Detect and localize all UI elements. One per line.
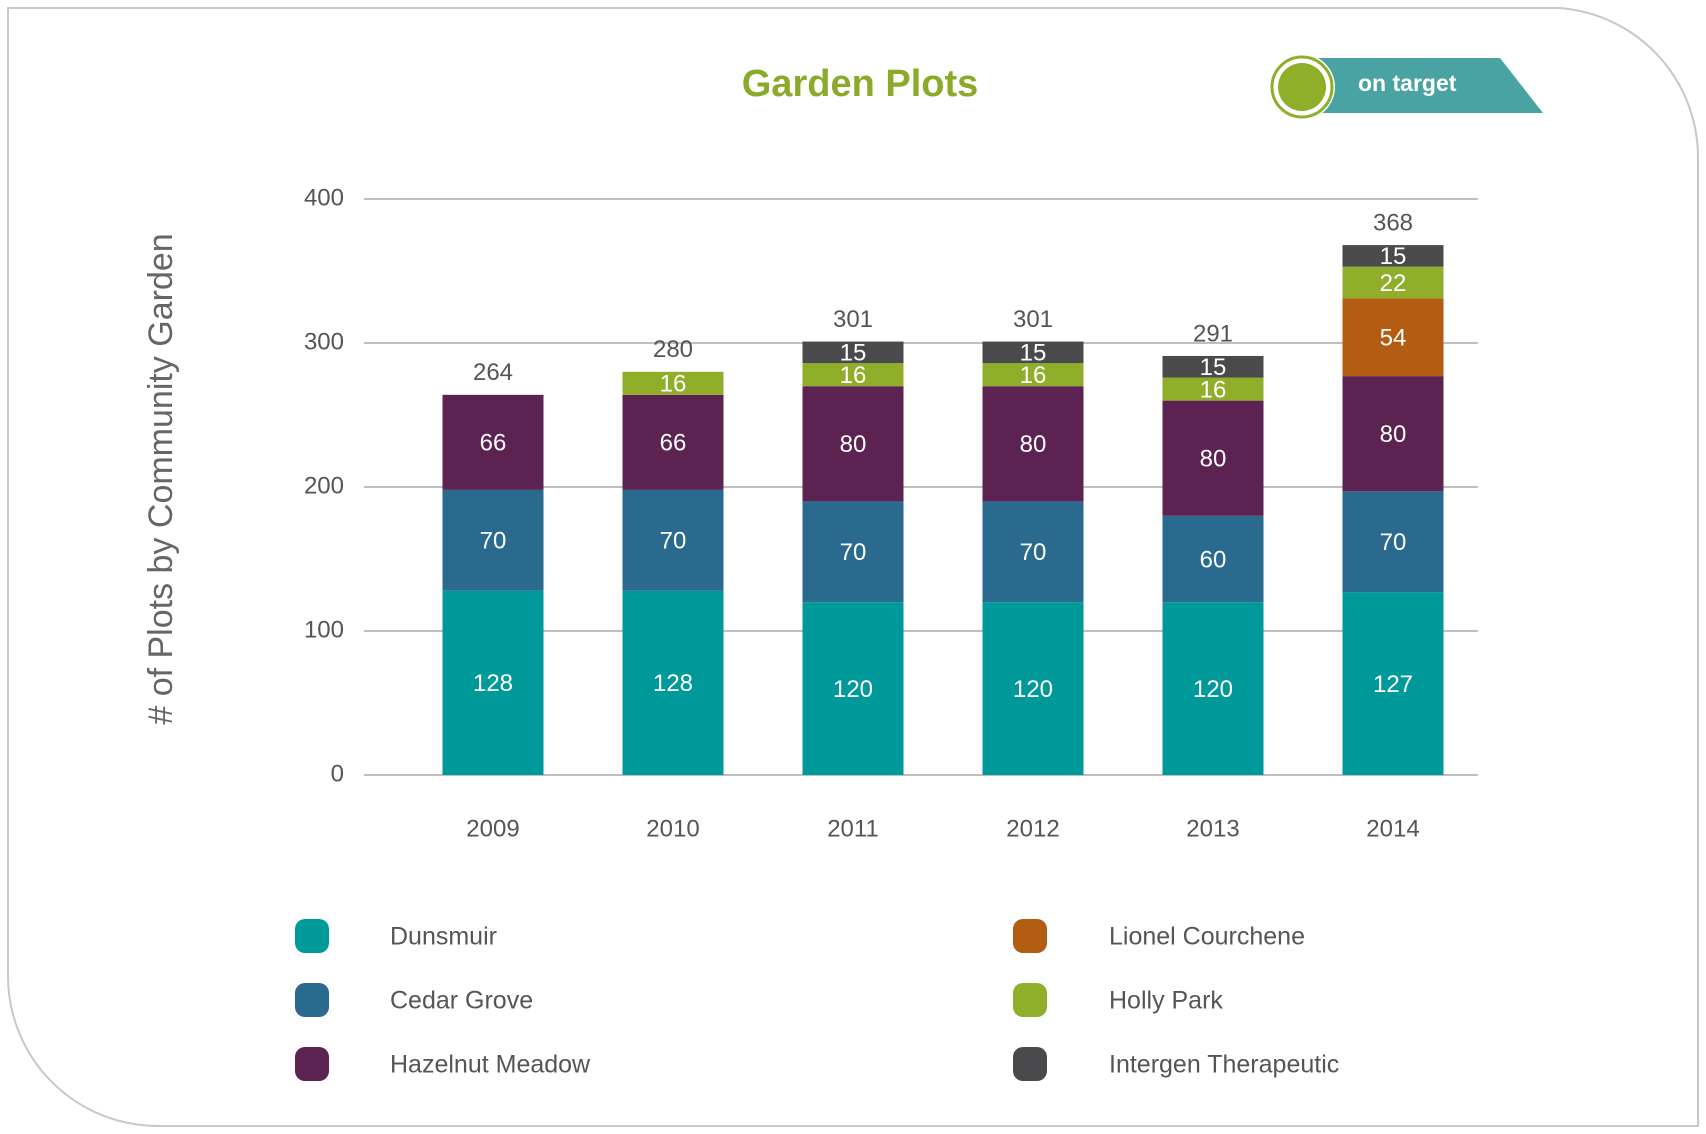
value-label: 16 (1020, 362, 1047, 389)
x-tick-label: 2014 (1366, 815, 1419, 842)
value-label: 70 (1020, 539, 1047, 566)
bar-segment (1162, 377, 1264, 401)
bar-segment (1342, 592, 1444, 775)
value-label: 120 (1013, 676, 1053, 703)
bar-segment (1342, 376, 1444, 492)
value-label: 128 (653, 670, 693, 697)
chart-title: Garden Plots (742, 63, 979, 105)
bar-segment (802, 341, 904, 364)
value-label: 70 (660, 528, 687, 555)
total-label: 280 (653, 336, 693, 363)
y-tick-label: 200 (304, 472, 344, 499)
legend-swatch (1013, 1047, 1047, 1081)
legend-label: Intergen Therapeutic (1109, 1051, 1339, 1079)
badge-label: on target (1358, 70, 1457, 96)
value-label: 16 (1200, 376, 1227, 403)
x-tick-label: 2009 (466, 815, 519, 842)
x-tick-label: 2012 (1006, 815, 1059, 842)
total-label: 301 (833, 306, 873, 333)
badge-ring (1270, 55, 1334, 119)
bar-segment (1162, 515, 1264, 603)
value-label: 15 (840, 340, 867, 367)
bar-segment (802, 363, 904, 387)
legend-swatch (295, 919, 329, 953)
bar-segment (1162, 400, 1264, 516)
legend-label: Cedar Grove (390, 987, 533, 1015)
bar-segment (442, 489, 544, 591)
value-label: 70 (1380, 529, 1407, 556)
y-tick-label: 0 (331, 760, 344, 787)
bar-segment (1162, 355, 1264, 378)
bar-segment (1342, 266, 1444, 299)
legend-label: Dunsmuir (390, 923, 497, 951)
bar-segment (622, 489, 724, 591)
bar-segment (802, 501, 904, 603)
value-label: 15 (1200, 354, 1227, 381)
y-axis-label: # of Plots by Community Garden (142, 233, 180, 724)
value-label: 16 (660, 371, 687, 398)
bar-segment (982, 602, 1084, 775)
bar-segment (622, 394, 724, 490)
value-label: 70 (840, 539, 867, 566)
value-label: 66 (480, 430, 507, 457)
value-label: 128 (473, 670, 513, 697)
bar-segment (1342, 298, 1444, 377)
bar-segment (982, 341, 1084, 364)
legend-swatch (1013, 919, 1047, 953)
badge-dot (1278, 63, 1326, 111)
bar-segment (802, 386, 904, 502)
value-label: 60 (1200, 546, 1227, 573)
value-label: 80 (840, 431, 867, 458)
x-tick-label: 2013 (1186, 815, 1239, 842)
legend-swatch (1013, 983, 1047, 1017)
value-label: 80 (1200, 446, 1227, 473)
bar-segment (1342, 491, 1444, 593)
legend-label: Hazelnut Meadow (390, 1051, 591, 1079)
value-label: 80 (1380, 421, 1407, 448)
legend-swatch (295, 1047, 329, 1081)
total-label: 301 (1013, 306, 1053, 333)
y-tick-label: 100 (304, 616, 344, 643)
y-tick-label: 300 (304, 328, 344, 355)
legend-swatch (295, 983, 329, 1017)
x-tick-label: 2011 (827, 815, 879, 842)
y-tick-label: 400 (304, 184, 344, 211)
x-tick-label: 2010 (646, 815, 699, 842)
badge: on target (1269, 54, 1543, 120)
bar-segment (1162, 602, 1264, 775)
badge-shape (1305, 58, 1543, 113)
bar-segment (622, 371, 724, 395)
bar-segment (982, 386, 1084, 502)
legend-label: Holly Park (1109, 987, 1223, 1015)
value-label: 127 (1373, 671, 1413, 698)
total-label: 264 (473, 359, 513, 386)
value-label: 15 (1380, 243, 1407, 270)
value-label: 15 (1020, 340, 1047, 367)
value-label: 16 (840, 362, 867, 389)
value-label: 120 (1193, 676, 1233, 703)
value-label: 80 (1020, 431, 1047, 458)
total-label: 368 (1373, 209, 1413, 236)
bar-segment (982, 501, 1084, 603)
value-label: 70 (480, 528, 507, 555)
bar-segment (982, 363, 1084, 387)
bar-segment (442, 590, 544, 775)
total-label: 291 (1193, 320, 1233, 347)
legend-label: Lionel Courchene (1109, 923, 1305, 951)
bar-segment (442, 394, 544, 490)
bar-segment (802, 602, 904, 775)
bar-segment (622, 590, 724, 775)
value-label: 22 (1380, 270, 1407, 297)
bar-segment (1342, 245, 1444, 267)
value-label: 66 (660, 430, 687, 457)
value-label: 120 (833, 676, 873, 703)
value-label: 54 (1380, 325, 1407, 352)
